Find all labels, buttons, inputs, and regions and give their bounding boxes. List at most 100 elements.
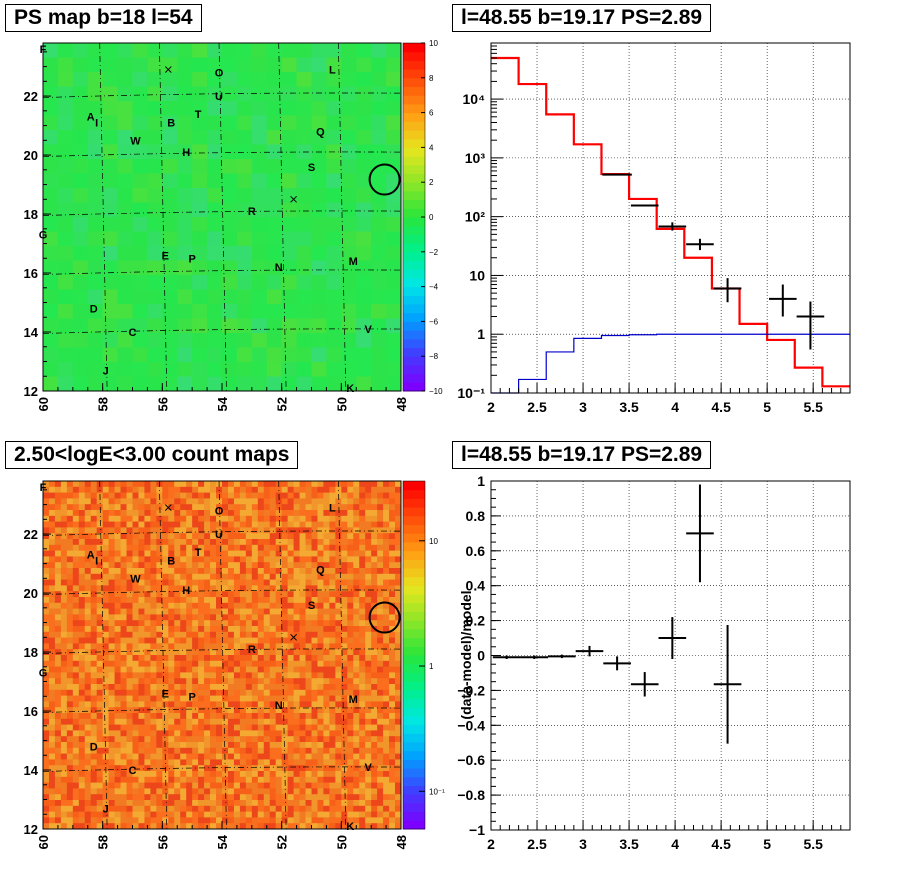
heatmap-cell (43, 144, 59, 160)
heatmap-cell (126, 771, 133, 778)
heatmap-cell (78, 568, 86, 575)
heatmap-cell (233, 492, 241, 499)
heatmap-cell (341, 159, 357, 174)
heatmap-cell (43, 362, 59, 377)
heatmap-cell (120, 695, 127, 702)
heatmap-cell (78, 486, 86, 493)
heatmap-cell (168, 568, 175, 575)
heatmap-cell (48, 556, 56, 563)
heatmap-cell (132, 718, 139, 725)
heatmap-cell (239, 585, 247, 592)
y-tick-label: 16 (24, 266, 38, 281)
heatmap-cell (174, 800, 181, 807)
heatmap-cell (102, 602, 109, 609)
heatmap-cell (156, 771, 163, 778)
heatmap-cell (156, 637, 163, 644)
heatmap-cell (216, 805, 223, 812)
heatmap-cell (168, 736, 175, 743)
heatmap-cell (132, 724, 139, 731)
heatmap-cell (177, 130, 193, 145)
heatmap-cell (132, 115, 148, 131)
heatmap-cell (132, 527, 139, 534)
heatmap-cell (180, 655, 187, 662)
heatmap-cell (138, 666, 145, 673)
heatmap-cell (72, 275, 89, 290)
heatmap-cell (263, 747, 271, 754)
heatmap-cell (177, 159, 193, 174)
heatmap-cell (78, 550, 86, 557)
heatmap-cell (356, 362, 372, 377)
colorbar-swatch (403, 286, 425, 296)
heatmap-cell (132, 504, 139, 511)
heatmap-cell (96, 718, 103, 725)
heatmap-cell (90, 579, 97, 586)
heatmap-cell (266, 362, 282, 377)
heatmap-cell (216, 713, 223, 720)
heatmap-cell (198, 823, 205, 830)
heatmap-cell (150, 492, 157, 499)
heatmap-cell (132, 620, 139, 627)
heatmap-cell (138, 689, 145, 696)
heatmap-cell (43, 707, 50, 714)
heatmap-cell (180, 689, 187, 696)
heatmap-cell (48, 782, 56, 789)
heatmap-cell (263, 666, 271, 673)
heatmap-cell (269, 510, 276, 517)
heatmap-cell (43, 556, 50, 563)
heatmap-cell (198, 794, 205, 801)
heatmap-cell (132, 318, 148, 334)
heatmap-cell (296, 362, 312, 377)
heatmap-cell (198, 672, 205, 679)
y-tick-label: 10² (465, 209, 486, 225)
heatmap-cell (168, 597, 175, 604)
heatmap-cell (156, 753, 163, 760)
heatmap-cell (192, 678, 199, 685)
heatmap-cell (245, 527, 253, 534)
heatmap-cell (227, 533, 235, 540)
heatmap-cell (222, 568, 229, 575)
heatmap-cell (257, 573, 265, 580)
heatmap-cell (222, 57, 238, 73)
heatmap-cell (204, 562, 211, 569)
heatmap-cell (198, 695, 205, 702)
heatmap-cell (60, 684, 68, 691)
heatmap-cell (204, 811, 211, 818)
heatmap-cell (192, 782, 199, 789)
heatmap-cell (96, 684, 103, 691)
heatmap-cell (386, 188, 402, 203)
heatmap-cell (245, 492, 253, 499)
heatmap-cell (156, 533, 163, 540)
heatmap-cell (150, 585, 157, 592)
heatmap-cell (87, 275, 103, 290)
y-tick-label: 0.6 (466, 543, 486, 559)
heatmap-cell (296, 318, 312, 334)
heatmap-cell (60, 649, 68, 656)
heatmap-cell (371, 347, 387, 363)
heatmap-cell (192, 591, 199, 598)
heatmap-cell (174, 718, 181, 725)
heatmap-cell (102, 695, 109, 702)
heatmap-cell (168, 626, 175, 633)
heatmap-cell (120, 521, 127, 528)
heatmap-cell (147, 159, 163, 174)
heatmap-cell (239, 730, 247, 737)
heatmap-cell (236, 304, 253, 319)
heatmap-cell (84, 707, 92, 714)
heatmap-cell (233, 608, 241, 615)
heatmap-cell (263, 649, 271, 656)
heatmap-cell (108, 823, 115, 830)
heatmap-cell (198, 579, 205, 586)
heatmap-cell (156, 660, 163, 667)
heatmap-cell (54, 585, 62, 592)
heatmap-cell (222, 724, 229, 731)
colorbar-swatch (403, 190, 425, 201)
heatmap-cell (251, 730, 259, 737)
heatmap-cell (192, 788, 199, 795)
x-tick-label: 2.5 (527, 399, 547, 415)
heatmap-cell (96, 521, 103, 528)
heatmap-cell (126, 626, 133, 633)
heatmap-cell (84, 776, 92, 783)
heatmap-cell (102, 730, 109, 737)
heatmap-cell (90, 666, 97, 673)
heatmap-cell (168, 550, 175, 557)
